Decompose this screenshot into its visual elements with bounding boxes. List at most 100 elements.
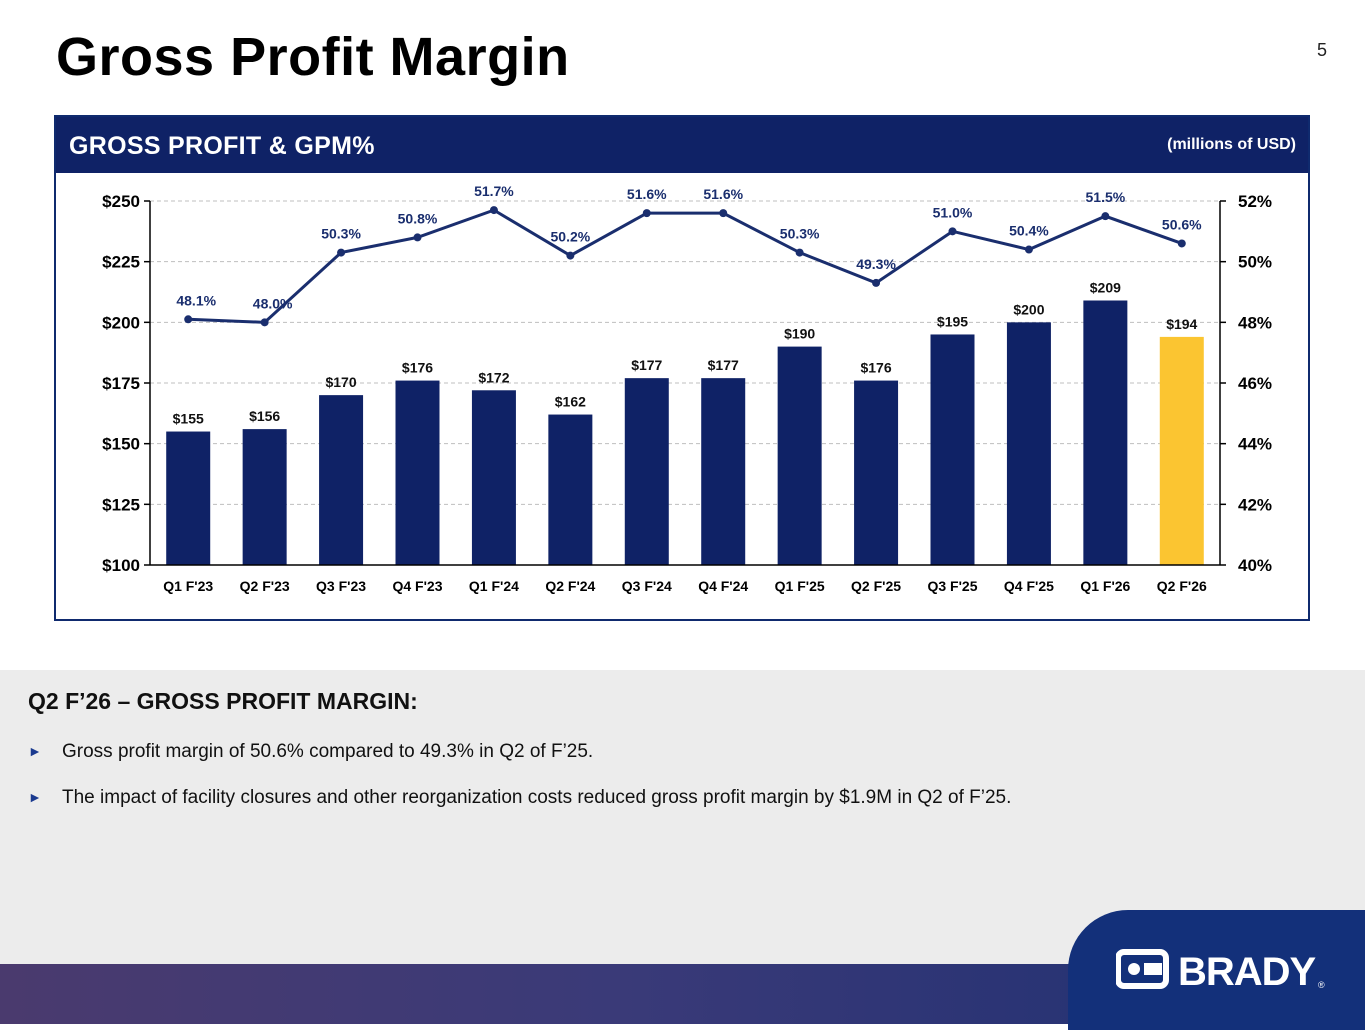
x-tick-label: Q3 F'23 bbox=[316, 578, 366, 594]
bar-4 bbox=[395, 380, 440, 565]
bar-8 bbox=[701, 378, 746, 565]
bar-data-label: $209 bbox=[1090, 279, 1121, 295]
gpm-point-1 bbox=[184, 315, 193, 324]
brady-logo-text: BRADY bbox=[1178, 950, 1317, 992]
bar-data-label: $194 bbox=[1166, 316, 1197, 332]
gpm-point-3 bbox=[337, 248, 346, 257]
gpm-point-7 bbox=[642, 209, 651, 218]
gpm-point-4 bbox=[413, 233, 422, 242]
bar-5 bbox=[471, 390, 516, 565]
bullet-text: Gross profit margin of 50.6% compared to… bbox=[62, 741, 594, 762]
x-tick-label: Q1 F'23 bbox=[163, 578, 213, 594]
bullet-text: The impact of facility closures and othe… bbox=[62, 787, 1012, 808]
bar-1 bbox=[166, 431, 211, 565]
page-number: 5 bbox=[1316, 40, 1327, 60]
y-left-tick-label: $225 bbox=[102, 253, 140, 272]
chart-panel: GROSS PROFIT & GPM% (millions of USD) $1… bbox=[54, 115, 1310, 621]
bullet-arrow-icon: ► bbox=[28, 789, 42, 805]
y-left-tick-label: $125 bbox=[102, 495, 140, 514]
summary-bullet-2: ► The impact of facility closures and oth… bbox=[28, 787, 1011, 809]
gpm-data-label: 50.3% bbox=[780, 226, 820, 242]
x-tick-label: Q3 F'24 bbox=[622, 578, 672, 594]
gpm-data-label: 51.6% bbox=[627, 186, 667, 202]
y-right-tick-label: 46% bbox=[1238, 374, 1272, 393]
gross-profit-chart: $155 $156 $170 $176 $172 $162 $177 $177 $190 $176… bbox=[102, 183, 1272, 594]
x-tick-label: Q1 F'26 bbox=[1080, 578, 1130, 594]
gpm-data-label: 51.0% bbox=[933, 204, 973, 220]
gpm-data-label: 51.5% bbox=[1086, 189, 1126, 205]
y-right-tick-label: 42% bbox=[1238, 495, 1272, 514]
gpm-data-label: 48.1% bbox=[176, 292, 216, 308]
chart-panel-header: GROSS PROFIT & GPM% (millions of USD) bbox=[56, 117, 1308, 173]
x-tick-label: Q2 F'24 bbox=[545, 578, 595, 594]
gpm-data-label: 50.2% bbox=[551, 229, 591, 245]
y-left-tick-label: $100 bbox=[102, 556, 140, 575]
bar-2 bbox=[242, 429, 287, 565]
gpm-point-5 bbox=[489, 206, 498, 215]
bar-data-label: $170 bbox=[325, 374, 356, 390]
gpm-point-13 bbox=[1101, 212, 1110, 221]
bar-7 bbox=[624, 378, 669, 565]
y-left-tick-label: $200 bbox=[102, 313, 140, 332]
y-right-tick-label: 44% bbox=[1238, 435, 1272, 454]
bar-3 bbox=[319, 395, 364, 565]
bar-11 bbox=[930, 334, 975, 565]
gpm-data-label: 48.0% bbox=[253, 295, 293, 311]
gpm-point-2 bbox=[260, 318, 269, 327]
summary-heading: Q2 F’26 – GROSS PROFIT MARGIN: bbox=[28, 688, 418, 714]
y-left-tick-label: $175 bbox=[102, 374, 140, 393]
bar-10 bbox=[854, 380, 899, 565]
gpm-point-6 bbox=[566, 251, 575, 260]
x-tick-label: Q1 F'24 bbox=[469, 578, 519, 594]
bar-12 bbox=[1006, 322, 1051, 565]
gpm-line bbox=[188, 208, 1183, 324]
unit-note: (millions of USD) bbox=[1167, 136, 1296, 153]
y-right-tick-label: 40% bbox=[1238, 556, 1272, 575]
y-left-tick-label: $150 bbox=[102, 435, 140, 454]
brady-logo: BRADY ® bbox=[1116, 949, 1325, 992]
summary-bullet-1: ► Gross profit margin of 50.6% compared t… bbox=[28, 741, 593, 763]
page-title: Gross Profit Margin bbox=[56, 27, 570, 87]
x-tick-label: Q2 F'26 bbox=[1157, 578, 1207, 594]
bar-data-label: $195 bbox=[937, 313, 968, 329]
x-tick-label: Q4 F'24 bbox=[698, 578, 748, 594]
gpm-point-14 bbox=[1177, 239, 1186, 248]
x-tick-label: Q4 F'23 bbox=[392, 578, 442, 594]
y-right-tick-label: 48% bbox=[1238, 313, 1272, 332]
bar-data-label: $176 bbox=[402, 360, 433, 376]
x-tick-label: Q2 F'23 bbox=[240, 578, 290, 594]
bar-9 bbox=[777, 346, 822, 565]
gpm-point-12 bbox=[1024, 245, 1033, 254]
bar-6 bbox=[548, 414, 593, 565]
y-right-tick-label: 50% bbox=[1238, 253, 1272, 272]
gpm-point-8 bbox=[719, 209, 728, 218]
x-tick-label: Q1 F'25 bbox=[775, 578, 825, 594]
bar-data-label: $177 bbox=[708, 357, 739, 373]
gpm-data-label: 50.3% bbox=[321, 226, 361, 242]
gpm-data-label: 50.4% bbox=[1009, 223, 1049, 239]
bullet-arrow-icon: ► bbox=[28, 743, 42, 759]
y-right-tick-label: 52% bbox=[1238, 192, 1272, 211]
bar-data-label: $172 bbox=[478, 369, 509, 385]
registered-mark: ® bbox=[1318, 980, 1325, 990]
gpm-data-label: 51.6% bbox=[703, 186, 743, 202]
gpm-point-9 bbox=[795, 248, 804, 257]
gpm-point-11 bbox=[948, 227, 957, 236]
bar-14 bbox=[1159, 336, 1204, 565]
gpm-data-label: 50.8% bbox=[398, 210, 438, 226]
chart-title: GROSS PROFIT & GPM% bbox=[69, 132, 375, 160]
gpm-point-10 bbox=[872, 278, 881, 287]
gpm-data-label: 51.7% bbox=[474, 183, 514, 199]
bar-data-label: $162 bbox=[555, 394, 586, 410]
x-tick-label: Q4 F'25 bbox=[1004, 578, 1054, 594]
bar-data-label: $176 bbox=[860, 360, 891, 376]
gpm-data-label: 50.6% bbox=[1162, 216, 1202, 232]
gpm-data-label: 49.3% bbox=[856, 256, 896, 272]
bar-data-label: $177 bbox=[631, 357, 662, 373]
bar-data-label: $200 bbox=[1013, 301, 1044, 317]
bar-data-label: $156 bbox=[249, 408, 280, 424]
x-tick-label: Q2 F'25 bbox=[851, 578, 901, 594]
x-tick-label: Q3 F'25 bbox=[927, 578, 977, 594]
bar-data-label: $155 bbox=[173, 411, 204, 427]
y-left-tick-label: $250 bbox=[102, 192, 140, 211]
